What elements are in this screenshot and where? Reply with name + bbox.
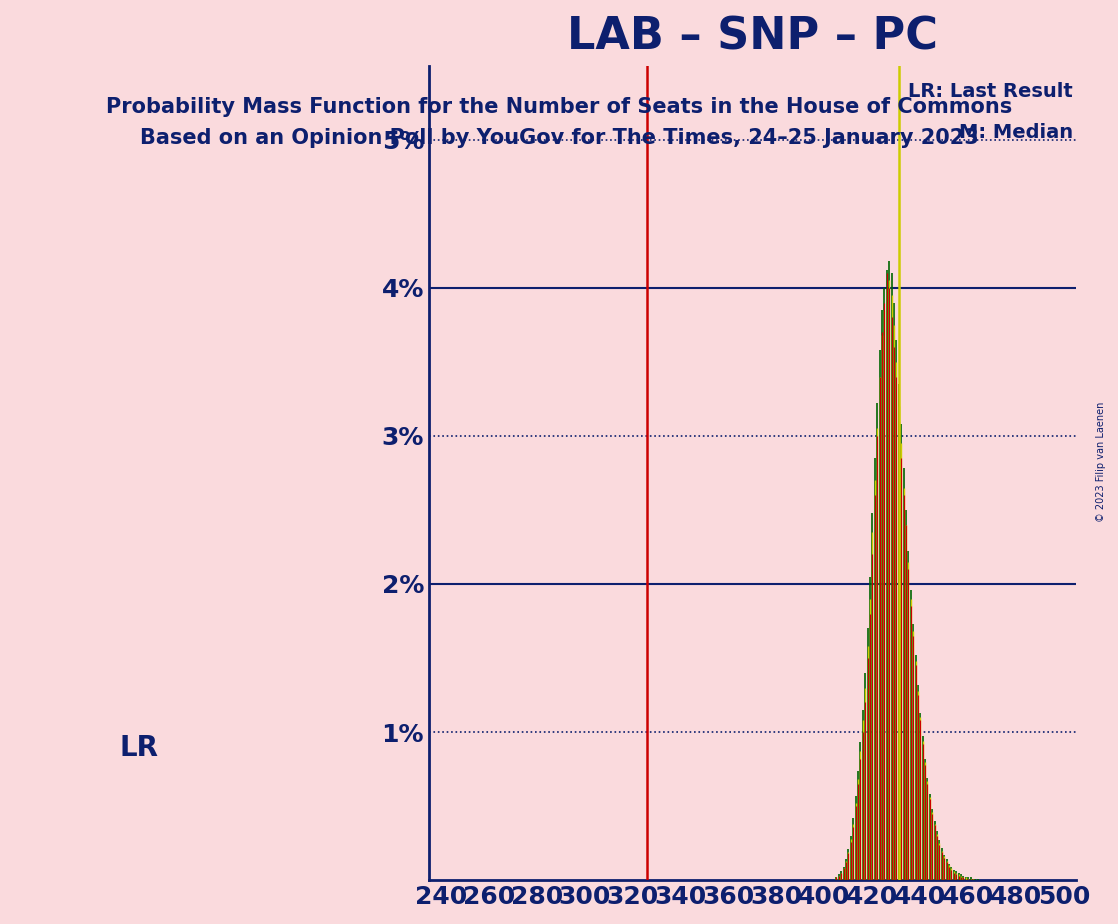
Text: © 2023 Filip van Laenen: © 2023 Filip van Laenen bbox=[1097, 402, 1106, 522]
Text: Based on an Opinion Poll by YouGov for The Times, 24–25 January 2023: Based on an Opinion Poll by YouGov for T… bbox=[140, 128, 978, 148]
Text: LR: LR bbox=[120, 734, 159, 761]
Text: M: Median: M: Median bbox=[959, 123, 1073, 141]
Text: Probability Mass Function for the Number of Seats in the House of Commons: Probability Mass Function for the Number… bbox=[106, 97, 1012, 117]
Text: LR: Last Result: LR: Last Result bbox=[908, 82, 1073, 101]
Title: LAB – SNP – PC: LAB – SNP – PC bbox=[567, 15, 938, 58]
